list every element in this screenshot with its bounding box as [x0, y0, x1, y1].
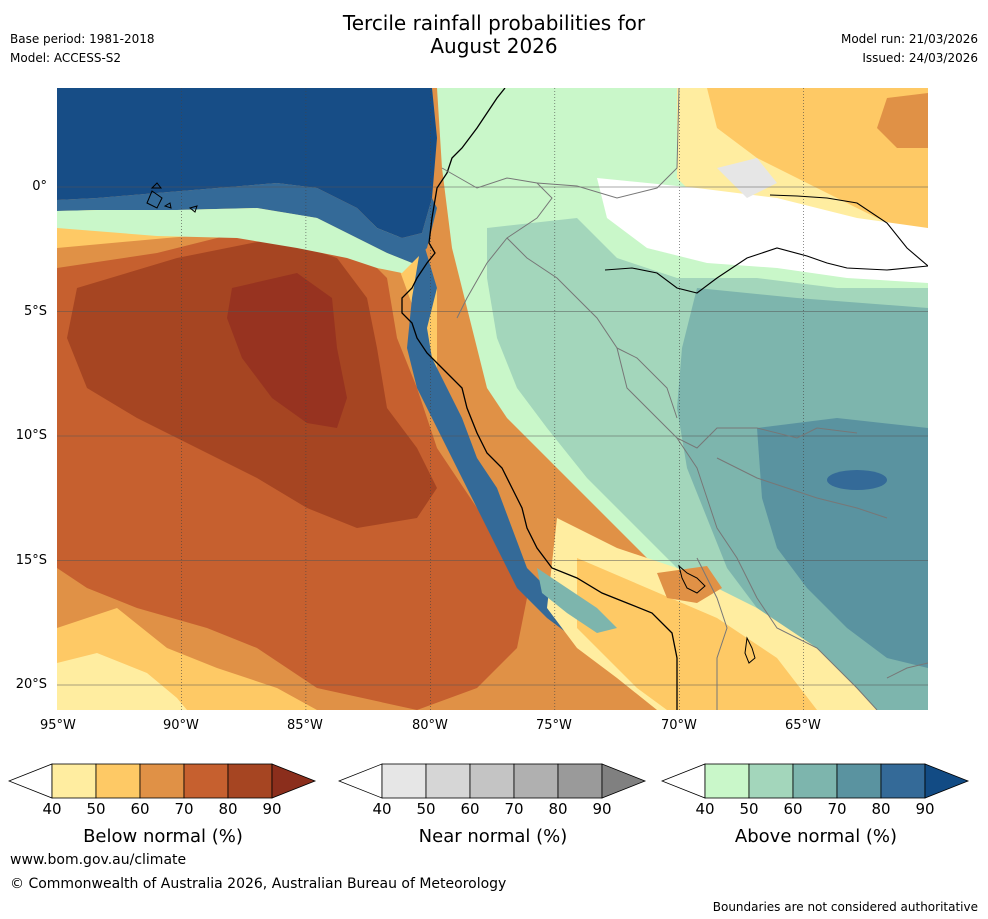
colorbar-near-tick-60: 60 — [460, 800, 480, 818]
colorbar-above-tick-90: 90 — [915, 800, 935, 818]
title-line-2: August 2026 — [430, 34, 558, 58]
colorbar-below-tick-40: 40 — [42, 800, 62, 818]
region-dark-brown — [67, 238, 437, 528]
colorbar-near-tick-40: 40 — [372, 800, 392, 818]
colorbar-near-tick-70: 70 — [504, 800, 524, 818]
region-amazon-white — [597, 178, 928, 283]
footer-disclaimer: Boundaries are not considered authoritat… — [712, 900, 978, 914]
colorbar-below-bin-2 — [95, 763, 141, 799]
colorbar-above-tick-50: 50 — [739, 800, 759, 818]
colorbar-above-bin-4 — [836, 763, 882, 799]
colorbar-below-bin-1 — [51, 763, 97, 799]
region-south-land-orange — [577, 558, 817, 710]
amazon-river — [604, 247, 928, 294]
region-teal-south-strip — [537, 568, 617, 633]
meta-right: Model run: 21/03/2026 Issued: 24/03/2026 — [841, 32, 978, 65]
colorbar-above-bin-5 — [880, 763, 926, 799]
lon-label-90w: 90°W — [163, 718, 199, 733]
map-panel — [57, 88, 928, 710]
lat-label-10s: 10°S — [15, 428, 47, 443]
colorbar-near-over — [601, 763, 647, 799]
colorbar-near-bin-4 — [513, 763, 559, 799]
country-borders — [441, 88, 928, 710]
colorbar-near-normal: 40 50 60 70 80 90 Near normal (%) — [338, 762, 648, 852]
model-run-text: Model run: 21/03/2026 — [840, 32, 978, 46]
colorbar-above-tick-70: 70 — [827, 800, 847, 818]
colorbar-below-bin-4 — [183, 763, 229, 799]
lake-titicaca — [678, 564, 706, 594]
colorbar-near-under — [338, 763, 383, 799]
colorbar-near-tick-50: 50 — [416, 800, 436, 818]
lon-label-80w: 80°W — [412, 718, 448, 733]
region-green-edge — [57, 208, 412, 273]
colorbar-above-tick-40: 40 — [695, 800, 715, 818]
colorbar-below-tick-90: 90 — [262, 800, 282, 818]
colorbar-below-under — [8, 763, 53, 799]
coastline-west-south-america — [401, 88, 678, 710]
footer-copyright: © Commonwealth of Australia 2026, Austra… — [10, 876, 507, 892]
lon-label-75w: 75°W — [536, 718, 572, 733]
chart-title: Tercile rainfall probabilities for Augus… — [0, 12, 988, 58]
gridlines-lat — [57, 186, 928, 686]
amazon-upper-river — [769, 194, 928, 267]
colorbar-near-bin-3 — [469, 763, 515, 799]
lat-label-20s: 20°S — [15, 677, 47, 692]
colorbar-above-normal: 40 50 60 70 80 90 Above normal (%) — [661, 762, 971, 852]
colorbar-above-label: Above normal (%) — [734, 826, 898, 847]
colorbar-near-tick-80: 80 — [548, 800, 568, 818]
lat-label-5s: 5°S — [23, 304, 47, 319]
region-ne-orange — [707, 88, 928, 238]
colorbar-below-tick-70: 70 — [174, 800, 194, 818]
model-text: Model: ACCESS-S2 — [10, 51, 122, 65]
colorbar-below-svg — [8, 763, 317, 799]
title-line-1: Tercile rainfall probabilities for — [342, 11, 646, 35]
galapagos-islands — [146, 182, 198, 213]
region-grey-patch — [717, 158, 777, 198]
colorbar-near-tick-90: 90 — [592, 800, 612, 818]
base-period-text: Base period: 1981-2018 — [10, 32, 155, 46]
region-ne-dark-orange — [877, 93, 928, 148]
lat-label-0: 0° — [32, 179, 47, 194]
colorbar-above-svg — [661, 763, 970, 799]
colorbar-below-label: Below normal (%) — [83, 826, 243, 847]
colorbar-near-bin-5 — [557, 763, 603, 799]
meta-left: Base period: 1981-2018 Model: ACCESS-S2 — [10, 32, 155, 65]
issued-text: Issued: 24/03/2026 — [862, 51, 978, 65]
colorbar-near-svg — [338, 763, 647, 799]
footer-url[interactable]: www.bom.gov.au/climate — [10, 852, 187, 868]
colorbar-near-bin-2 — [425, 763, 471, 799]
map-svg — [57, 88, 928, 710]
colorbar-above-tick-80: 80 — [871, 800, 891, 818]
colorbar-above-over — [924, 763, 970, 799]
colorbar-near-bin-1 — [381, 763, 427, 799]
colorbar-above-bin-1 — [704, 763, 750, 799]
lon-label-70w: 70°W — [661, 718, 697, 733]
lake-poopo — [744, 636, 756, 664]
colorbar-below-tick-50: 50 — [86, 800, 106, 818]
colorbar-below-normal: 40 50 60 70 80 90 Below normal (%) — [8, 762, 318, 852]
colorbar-above-bin-3 — [792, 763, 838, 799]
lon-label-95w: 95°W — [40, 718, 76, 733]
region-coastal-blue — [407, 238, 637, 663]
colorbar-below-over — [271, 763, 317, 799]
lon-label-85w: 85°W — [287, 718, 323, 733]
colorbar-below-bin-3 — [139, 763, 185, 799]
lon-label-65w: 65°W — [785, 718, 821, 733]
region-land-blue-spot — [827, 470, 887, 490]
colorbar-above-bin-2 — [748, 763, 794, 799]
colorbar-below-bin-5 — [227, 763, 273, 799]
colorbar-below-tick-80: 80 — [218, 800, 238, 818]
region-south-yellow — [57, 653, 187, 710]
colorbar-below-tick-60: 60 — [130, 800, 150, 818]
colorbar-near-label: Near normal (%) — [418, 826, 568, 847]
lat-label-15s: 15°S — [15, 553, 47, 568]
colorbar-above-tick-60: 60 — [783, 800, 803, 818]
colorbar-above-under — [661, 763, 706, 799]
region-blue-edge — [57, 183, 437, 263]
